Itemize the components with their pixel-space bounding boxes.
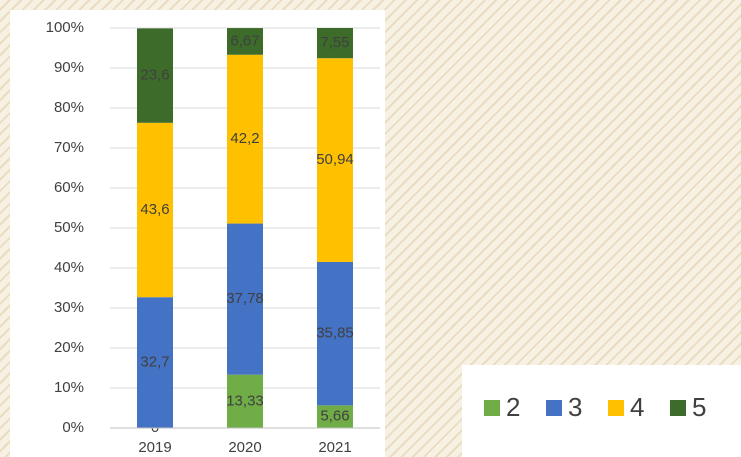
x-tick-label: 2019 bbox=[138, 439, 171, 456]
legend-swatch bbox=[546, 400, 562, 416]
y-tick-label: 70% bbox=[54, 139, 84, 156]
data-label: 23,6 bbox=[140, 67, 169, 84]
legend-label: 2 bbox=[506, 392, 520, 422]
bar-segment bbox=[317, 58, 353, 262]
legend-swatch bbox=[484, 400, 500, 416]
bar-segment bbox=[317, 261, 353, 406]
legend-swatch bbox=[670, 400, 686, 416]
legend-label: 4 bbox=[630, 392, 644, 422]
bar-segment bbox=[137, 28, 173, 123]
y-tick-label: 100% bbox=[46, 19, 84, 36]
bar-segment bbox=[317, 405, 353, 428]
legend-label: 5 bbox=[692, 392, 706, 422]
y-tick-label: 0% bbox=[62, 419, 84, 436]
bar-segment bbox=[317, 28, 353, 59]
bar-segment bbox=[137, 122, 173, 298]
y-tick-label: 80% bbox=[54, 99, 84, 116]
bar-segment bbox=[227, 54, 263, 224]
y-tick-label: 20% bbox=[54, 339, 84, 356]
data-label: 5,66 bbox=[320, 408, 349, 425]
y-tick-label: 50% bbox=[54, 219, 84, 236]
y-tick-label: 60% bbox=[54, 179, 84, 196]
y-tick-label: 30% bbox=[54, 299, 84, 316]
data-label: 37,78 bbox=[226, 290, 264, 307]
data-label: 7,55 bbox=[320, 34, 349, 51]
data-label: 13,33 bbox=[226, 392, 264, 409]
data-label: 35,85 bbox=[316, 325, 354, 342]
x-tick-label: 2021 bbox=[318, 439, 351, 456]
bar-segment bbox=[227, 28, 263, 55]
legend-box bbox=[462, 365, 741, 457]
bar-segment bbox=[227, 223, 263, 375]
bar-segment bbox=[137, 297, 173, 428]
legend-swatch bbox=[608, 400, 624, 416]
data-label: 42,2 bbox=[230, 130, 259, 147]
y-tick-label: 40% bbox=[54, 259, 84, 276]
data-label: 50,94 bbox=[316, 151, 354, 168]
data-label: 6,67 bbox=[230, 32, 259, 49]
bar-segment bbox=[227, 374, 263, 428]
legend-label: 3 bbox=[568, 392, 582, 422]
y-tick-label: 90% bbox=[54, 59, 84, 76]
data-label: 32,7 bbox=[140, 354, 169, 371]
data-label: 43,6 bbox=[140, 201, 169, 218]
y-tick-label: 10% bbox=[54, 379, 84, 396]
x-tick-label: 2020 bbox=[228, 439, 261, 456]
